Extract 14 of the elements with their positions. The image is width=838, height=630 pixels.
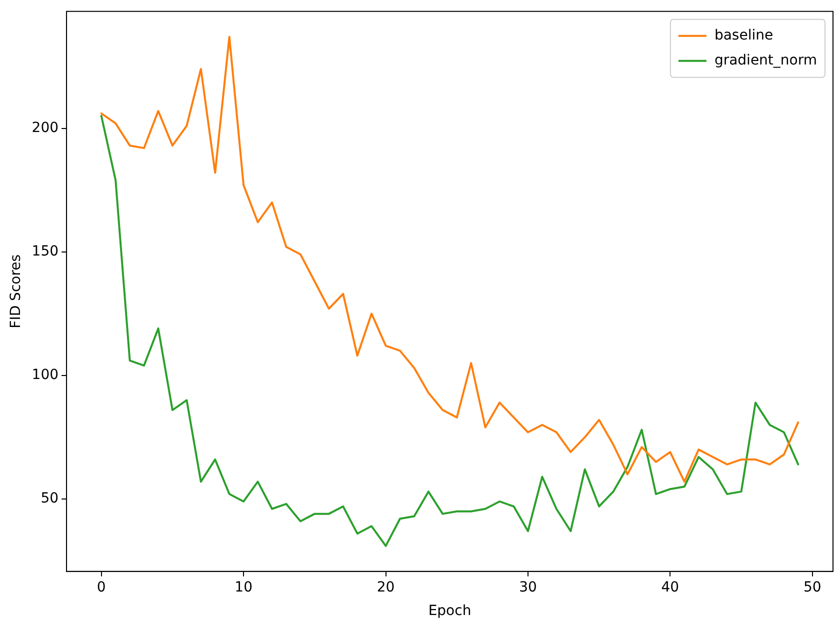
- y-tick-label: 150: [32, 244, 59, 260]
- y-tick-label: 50: [40, 490, 59, 507]
- x-tick-label: 20: [376, 579, 395, 596]
- x-tick-label: 0: [96, 579, 106, 596]
- y-tick-label: 200: [32, 120, 59, 136]
- x-tick-label: 40: [661, 579, 680, 596]
- y-tick-label: 100: [32, 367, 59, 384]
- x-tick-label: 30: [519, 579, 537, 596]
- legend-label: baseline: [714, 28, 774, 44]
- legend-label: gradient_norm: [714, 52, 818, 69]
- x-tick-label: 50: [803, 579, 822, 596]
- y-axis-title: FID Scores: [8, 254, 24, 328]
- x-tick-label: 10: [234, 579, 252, 596]
- x-axis-title: Epoch: [428, 603, 472, 620]
